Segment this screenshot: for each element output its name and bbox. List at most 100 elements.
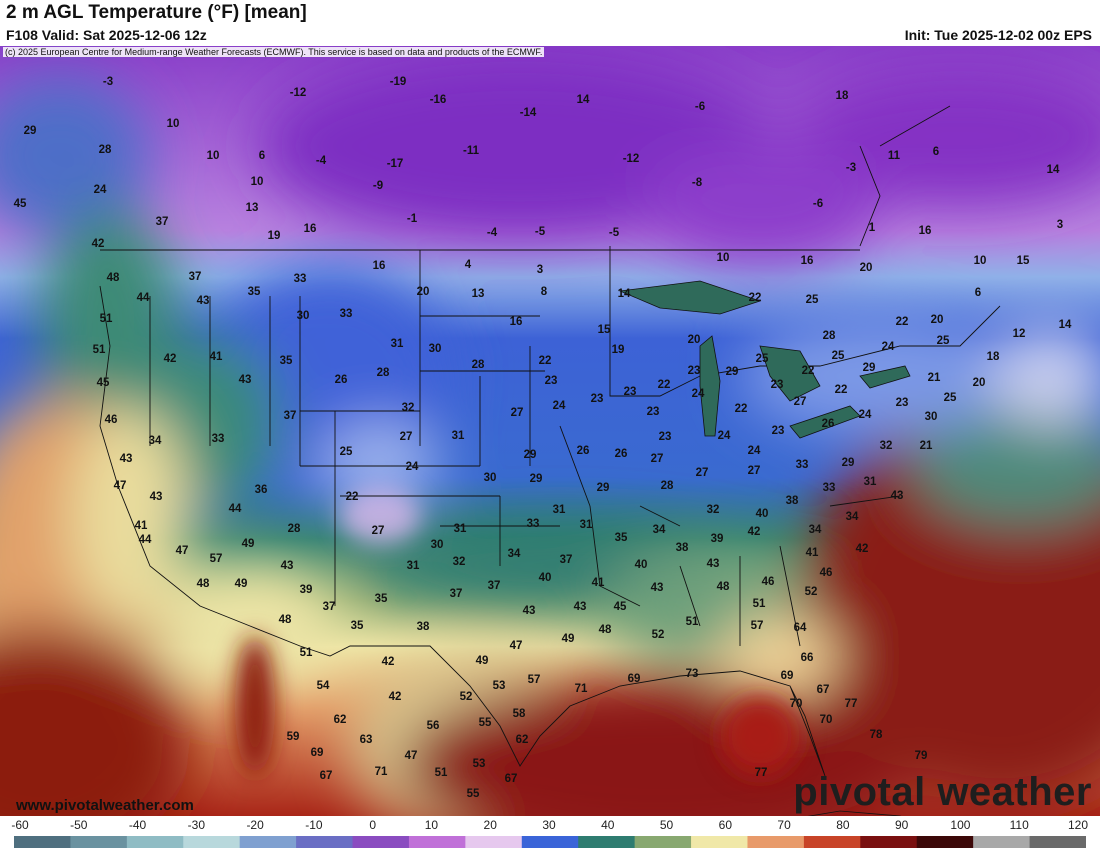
temperature-label: -11 [463, 145, 480, 157]
temperature-label: 27 [794, 396, 807, 408]
temperature-label: 30 [297, 310, 310, 322]
temperature-label: 43 [891, 490, 904, 502]
temperature-label: 41 [592, 577, 605, 589]
temperature-label: 23 [545, 375, 558, 387]
temperature-label: 39 [300, 584, 313, 596]
temperature-label: -6 [695, 101, 705, 113]
color-scale-tick-label: 50 [659, 818, 674, 832]
temperature-label: 35 [351, 620, 364, 632]
temperature-label: 28 [99, 144, 112, 156]
temperature-label: 69 [781, 670, 794, 682]
temperature-label: 67 [320, 770, 333, 782]
temperature-label: 4 [465, 259, 472, 271]
temperature-label: 27 [372, 525, 385, 537]
map-title: 2 m AGL Temperature (°F) [mean] [6, 2, 307, 23]
temperature-label: 33 [823, 482, 836, 494]
temperature-label: 57 [751, 620, 764, 632]
temperature-label: 37 [560, 554, 573, 566]
temperature-label: 47 [176, 545, 189, 557]
temperature-label: 45 [97, 377, 110, 389]
temperature-label: 42 [748, 526, 761, 538]
temperature-label: 24 [718, 430, 731, 442]
temperature-label: 42 [856, 543, 869, 555]
temperature-label: -1 [407, 213, 418, 225]
temperature-label: 46 [762, 576, 775, 588]
temperature-label: 33 [340, 308, 353, 320]
temperature-label: 15 [598, 324, 611, 336]
temperature-label: 71 [575, 683, 588, 695]
temperature-label: 48 [599, 624, 612, 636]
temperature-label: 21 [920, 440, 933, 452]
temperature-label: -4 [316, 155, 327, 167]
color-scale-segment [916, 836, 974, 848]
temperature-label: 15 [1017, 255, 1030, 267]
temperature-label: 70 [820, 714, 833, 726]
temperature-label: 63 [360, 734, 373, 746]
color-scale-segment [860, 836, 918, 848]
temperature-label: 33 [294, 273, 307, 285]
temperature-label: 53 [493, 680, 506, 692]
init-time: Init: Tue 2025-12-02 00z EPS [904, 27, 1092, 43]
color-scale-segment [973, 836, 1031, 848]
temperature-label: 28 [823, 330, 836, 342]
temperature-label: 36 [255, 484, 268, 496]
valid-time: F108 Valid: Sat 2025-12-06 12z [6, 27, 207, 43]
temperature-label: 23 [647, 406, 660, 418]
temperature-label: 34 [653, 524, 666, 536]
temperature-label: 22 [658, 379, 671, 391]
temperature-label: 46 [820, 567, 833, 579]
temperature-label: 49 [235, 578, 248, 590]
temperature-label: 47 [114, 480, 127, 492]
color-scale-tick-label: 0 [369, 818, 376, 832]
temperature-label: 20 [417, 286, 430, 298]
temperature-label: 33 [527, 518, 540, 530]
temperature-label: 25 [340, 446, 353, 458]
temperature-label: 41 [806, 547, 819, 559]
temperature-label: 21 [928, 372, 941, 384]
color-scale-segment [239, 836, 297, 848]
temperature-label: 29 [726, 366, 739, 378]
temperature-label: 23 [591, 393, 604, 405]
temperature-label: 33 [796, 459, 809, 471]
map-header: 2 m AGL Temperature (°F) [mean] F108 Val… [0, 0, 1100, 46]
temperature-label: 14 [577, 94, 590, 106]
temperature-label: 52 [805, 586, 818, 598]
temperature-label: 10 [717, 252, 730, 264]
temperature-label: 43 [150, 491, 163, 503]
temperature-label: 31 [553, 504, 566, 516]
temperature-label: 51 [93, 344, 106, 356]
color-scale-segment [1029, 836, 1086, 848]
temperature-label: 78 [870, 729, 883, 741]
temperature-label: 67 [817, 684, 830, 696]
color-scale-segment [126, 836, 184, 848]
temperature-label: -14 [520, 107, 537, 119]
temperature-label: 73 [686, 668, 699, 680]
temperature-label: 24 [692, 388, 705, 400]
temperature-label: 34 [149, 435, 162, 447]
temperature-label: 44 [229, 503, 242, 515]
temperature-label: 42 [92, 238, 105, 250]
temperature-label: 37 [156, 216, 169, 228]
temperature-label: 19 [612, 344, 625, 356]
temperature-label: 25 [832, 350, 845, 362]
temperature-label: 22 [802, 365, 815, 377]
website-link[interactable]: www.pivotalweather.com [16, 797, 194, 814]
temperature-label: 29 [24, 125, 37, 137]
temperature-label: -9 [373, 180, 383, 192]
temperature-label: -4 [487, 227, 498, 239]
temperature-label: 31 [454, 523, 467, 535]
temperature-label: 22 [539, 355, 552, 367]
temperature-label: 62 [516, 734, 529, 746]
temperature-label: 35 [615, 532, 628, 544]
temperature-label: 32 [402, 402, 415, 414]
temperature-label: 25 [944, 392, 957, 404]
temperature-label: 49 [242, 538, 255, 550]
temperature-label: 49 [562, 633, 575, 645]
temperature-label: 27 [400, 431, 413, 443]
temperature-label: 32 [880, 440, 893, 452]
temperature-label: 48 [717, 581, 730, 593]
temperature-label: 69 [311, 747, 324, 759]
temperature-label: 54 [317, 680, 330, 692]
color-scale-tick-label: 10 [424, 818, 439, 832]
temperature-label: 62 [334, 714, 347, 726]
